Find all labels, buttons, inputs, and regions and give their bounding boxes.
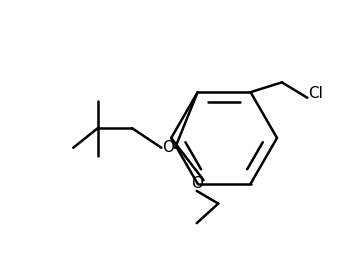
Text: O: O (191, 177, 203, 191)
Text: O: O (162, 140, 174, 155)
Text: Cl: Cl (308, 86, 323, 101)
